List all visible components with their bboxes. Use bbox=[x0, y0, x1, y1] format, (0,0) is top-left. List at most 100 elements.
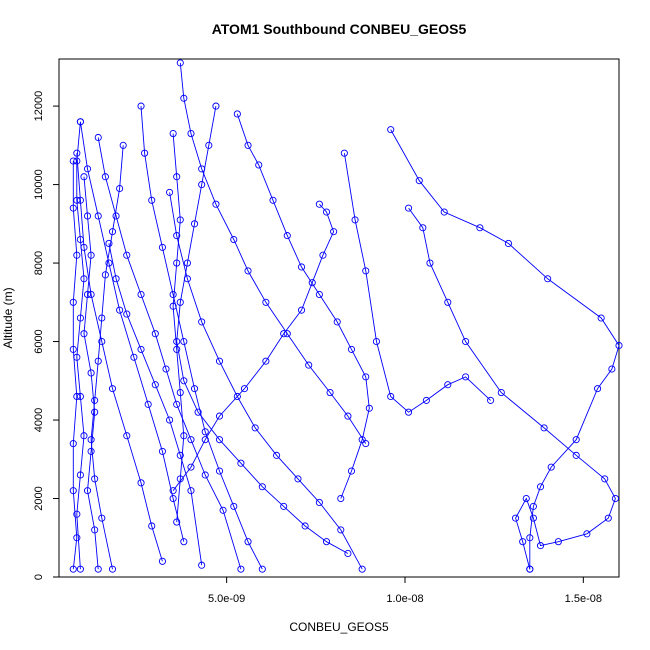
data-point bbox=[215, 436, 224, 444]
data-point bbox=[173, 400, 181, 408]
data-point bbox=[101, 173, 109, 181]
series-line bbox=[76, 121, 85, 570]
data-point bbox=[198, 561, 206, 569]
series-line bbox=[408, 207, 616, 570]
data-point bbox=[322, 208, 331, 216]
data-point bbox=[283, 232, 291, 240]
data-point bbox=[187, 130, 195, 138]
data-point bbox=[536, 483, 545, 491]
data-point bbox=[91, 408, 99, 416]
data-point bbox=[169, 290, 177, 299]
data-point bbox=[101, 271, 109, 279]
data-point bbox=[422, 396, 430, 404]
data-point bbox=[76, 235, 84, 244]
y-tick-label: 4000 bbox=[33, 408, 45, 432]
series-14 bbox=[73, 149, 166, 565]
data-point bbox=[83, 165, 92, 173]
data-point bbox=[105, 259, 113, 267]
data-point bbox=[87, 447, 95, 455]
data-point bbox=[123, 432, 131, 440]
data-point bbox=[158, 447, 166, 455]
y-tick-label: 6000 bbox=[33, 329, 45, 353]
series-line bbox=[97, 137, 242, 570]
data-point bbox=[76, 118, 84, 126]
data-point bbox=[98, 514, 106, 522]
data-point bbox=[344, 412, 352, 420]
data-point bbox=[190, 220, 199, 228]
data-point bbox=[69, 204, 77, 212]
data-point bbox=[315, 200, 323, 208]
data-point bbox=[301, 522, 309, 530]
data-point bbox=[337, 526, 345, 534]
data-point bbox=[330, 228, 338, 236]
data-point bbox=[322, 538, 331, 546]
data-point bbox=[526, 534, 534, 542]
data-point bbox=[83, 290, 92, 299]
data-point bbox=[326, 389, 334, 397]
data-point bbox=[183, 275, 191, 283]
data-point bbox=[283, 330, 291, 338]
data-point bbox=[76, 196, 84, 204]
data-point bbox=[297, 263, 306, 271]
data-point bbox=[112, 275, 120, 283]
data-point bbox=[444, 298, 452, 306]
data-point bbox=[69, 298, 77, 306]
data-point bbox=[372, 337, 381, 346]
data-point bbox=[572, 436, 580, 444]
data-point bbox=[176, 389, 184, 397]
data-point bbox=[333, 318, 341, 326]
data-point bbox=[269, 196, 277, 204]
data-point bbox=[180, 538, 188, 546]
data-point bbox=[94, 212, 102, 220]
data-point bbox=[305, 361, 313, 369]
data-point bbox=[212, 102, 220, 110]
data-point bbox=[151, 330, 159, 338]
data-point bbox=[69, 565, 77, 573]
data-point bbox=[244, 141, 252, 149]
series-8 bbox=[166, 188, 366, 573]
data-point bbox=[148, 196, 156, 204]
data-point bbox=[173, 518, 181, 526]
data-point bbox=[604, 514, 612, 522]
data-point bbox=[340, 149, 348, 157]
data-point bbox=[362, 440, 370, 448]
data-point bbox=[536, 542, 545, 550]
data-point bbox=[258, 565, 266, 573]
data-point bbox=[419, 224, 427, 232]
data-point bbox=[601, 475, 609, 483]
data-point bbox=[547, 463, 555, 471]
data-point bbox=[198, 318, 206, 326]
data-point bbox=[497, 389, 505, 397]
data-point bbox=[87, 369, 95, 377]
data-point bbox=[123, 310, 131, 318]
y-tick-label: 10000 bbox=[33, 169, 45, 200]
series-line bbox=[140, 106, 263, 570]
series-line bbox=[90, 145, 124, 570]
data-point bbox=[80, 330, 88, 338]
data-point bbox=[230, 235, 238, 244]
data-point bbox=[347, 345, 356, 353]
data-point bbox=[173, 345, 181, 353]
data-point bbox=[87, 436, 95, 444]
data-point bbox=[440, 208, 448, 216]
data-point bbox=[80, 173, 88, 181]
data-point bbox=[108, 385, 117, 393]
data-point bbox=[73, 534, 81, 542]
data-point bbox=[544, 275, 552, 283]
data-point bbox=[176, 475, 184, 483]
data-point bbox=[94, 133, 102, 142]
data-point bbox=[540, 424, 548, 432]
data-point bbox=[144, 400, 152, 408]
series-line bbox=[179, 62, 367, 444]
data-point bbox=[169, 302, 177, 310]
data-point bbox=[351, 216, 359, 224]
data-point bbox=[173, 173, 181, 181]
data-point bbox=[251, 424, 259, 432]
series-15 bbox=[73, 118, 88, 573]
series-16 bbox=[80, 173, 102, 573]
data-point bbox=[230, 502, 238, 510]
data-point bbox=[91, 396, 99, 404]
data-point bbox=[462, 337, 470, 346]
data-point bbox=[519, 538, 527, 546]
y-tick-label: 8000 bbox=[33, 251, 45, 275]
